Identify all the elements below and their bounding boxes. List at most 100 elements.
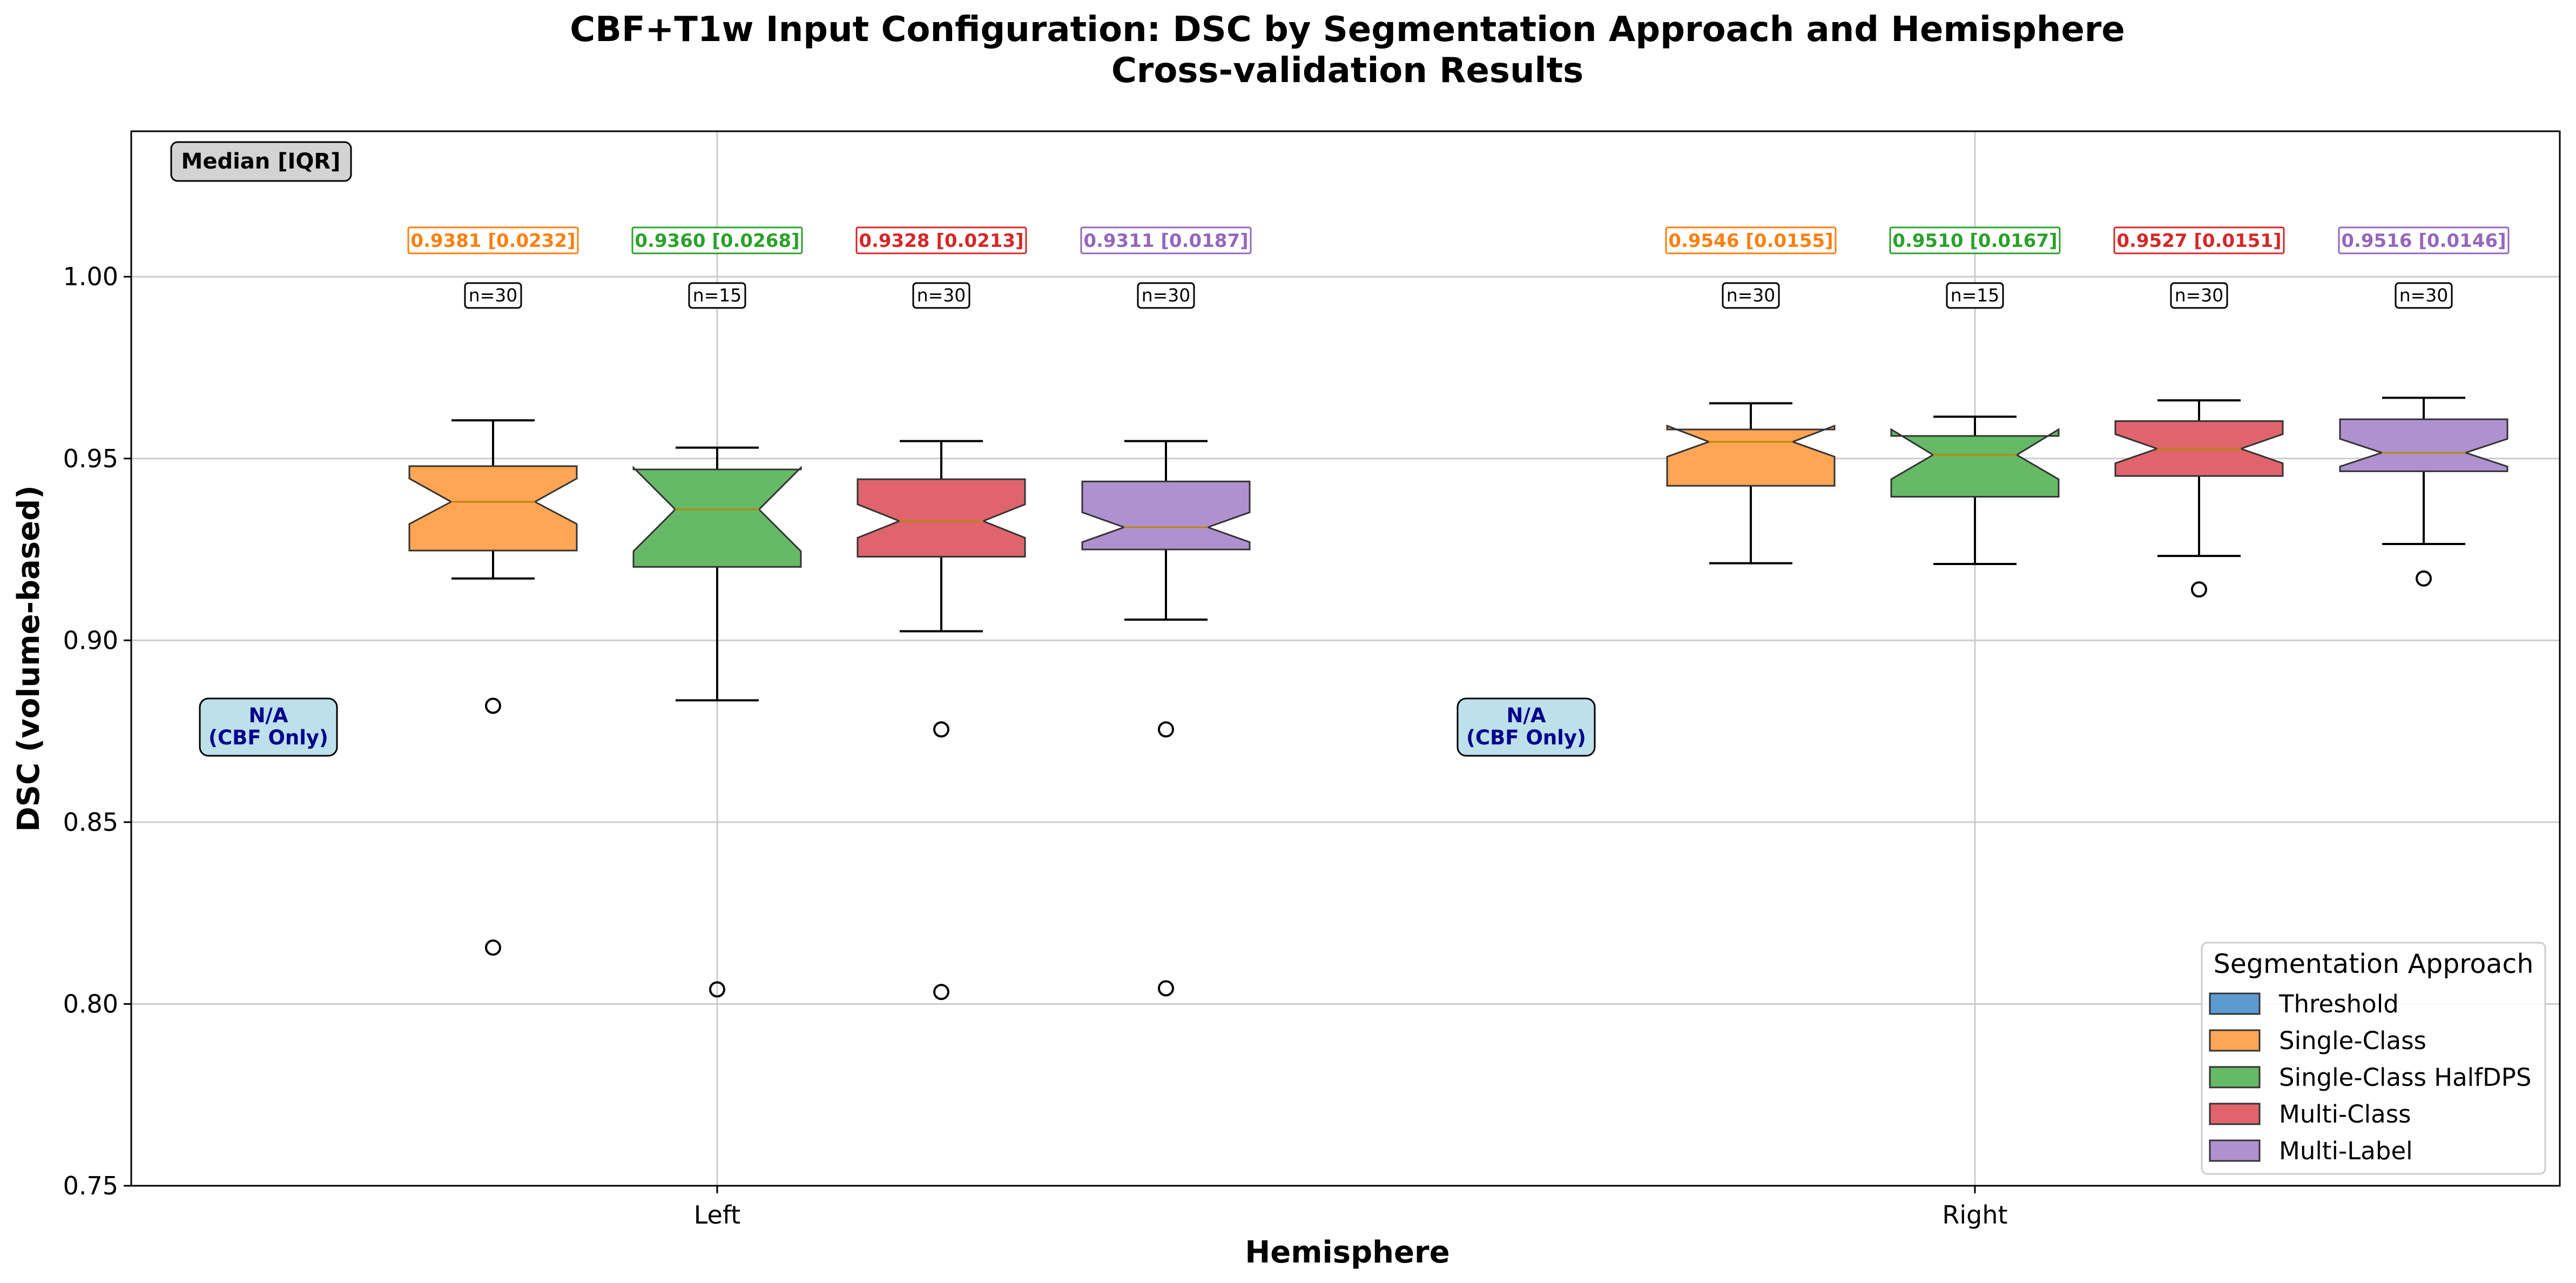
- legend-swatch: [2209, 1029, 2261, 1052]
- outlier-point: [485, 939, 501, 956]
- annotations: N/A(CBF Only)N/A(CBF Only)0.9381 [0.0232…: [199, 226, 2510, 757]
- sample-size-box: [2170, 282, 2228, 309]
- median-iqr-text: 0.9546 [0.0155]: [1668, 230, 1833, 252]
- box-group: [408, 419, 578, 956]
- x-tick-label: Left: [694, 1200, 741, 1230]
- y-tick-label: 0.75: [63, 1171, 118, 1200]
- legend-swatch: [2209, 1066, 2261, 1089]
- box-group: [2339, 397, 2508, 587]
- sample-size-text: n=30: [469, 285, 518, 306]
- sample-size-text: n=30: [1727, 285, 1776, 306]
- median-iqr-text: 0.9360 [0.0268]: [635, 230, 799, 252]
- box-group: [1890, 415, 2060, 565]
- median-iqr-label: 0.9311 [0.0187]: [1080, 226, 1252, 254]
- box-body: [857, 478, 1026, 558]
- sample-size-text: n=15: [693, 285, 742, 306]
- median-iqr-label: 0.9546 [0.0155]: [1665, 226, 1837, 254]
- sample-size-box: [464, 282, 522, 309]
- chart-subtitle: Cross-validation Results: [1111, 51, 1583, 91]
- median-iqr-box: [1665, 226, 1837, 254]
- median-iqr-text: 0.9510 [0.0167]: [1892, 230, 2057, 252]
- y-tick-label: 1.00: [63, 262, 118, 291]
- na-label-line2: (CBF Only): [1466, 726, 1586, 749]
- median-iqr-text: 0.9328 [0.0213]: [859, 230, 1023, 252]
- sample-size-text: n=30: [2175, 285, 2224, 306]
- sample-size-box: [2395, 282, 2453, 309]
- sample-size-label: n=30: [464, 282, 522, 309]
- x-axis-label: Hemisphere: [1245, 1235, 1449, 1270]
- median-iqr-label: 0.9510 [0.0167]: [1889, 226, 2061, 254]
- legend-swatch: [2209, 1139, 2261, 1162]
- sample-size-label: n=30: [1722, 282, 1780, 309]
- sample-size-box: [688, 282, 746, 309]
- sample-size-box: [1946, 282, 2004, 309]
- na-label-box: [199, 697, 338, 757]
- outlier-point: [1158, 721, 1174, 738]
- x-tick-label: Right: [1942, 1200, 2007, 1230]
- box-group: [632, 446, 802, 998]
- outlier-point: [933, 721, 949, 738]
- x-axis: Left Right: [694, 1186, 2008, 1230]
- median-iqr-label: 0.9516 [0.0146]: [2338, 226, 2510, 254]
- median-iqr-box: [407, 226, 579, 254]
- na-label-box: [1456, 697, 1596, 757]
- outlier-point: [485, 697, 501, 714]
- sample-size-label: n=30: [912, 282, 970, 309]
- sample-size-box: [912, 282, 970, 309]
- legend-entry-label: Multi-Label: [2279, 1137, 2413, 1165]
- box-body: [1890, 428, 2060, 498]
- y-tick-label: 0.95: [63, 444, 118, 473]
- median-iqr-text: 0.9311 [0.0187]: [1083, 230, 1248, 252]
- na-label: N/A(CBF Only): [199, 697, 338, 757]
- median-iqr-box: [855, 226, 1027, 254]
- median-iqr-box: [1080, 226, 1252, 254]
- y-axis: 0.75 0.80 0.85 0.90 0.95 1.00: [63, 262, 131, 1200]
- legend-title: Segmentation Approach: [2214, 949, 2534, 979]
- legend-entry-label: Single-Class: [2279, 1026, 2426, 1055]
- outlier-point: [709, 981, 725, 998]
- outlier-point: [1158, 980, 1174, 997]
- sample-size-text: n=30: [1142, 285, 1191, 306]
- box-group: [2114, 399, 2284, 598]
- chart-title: CBF+T1w Input Configuration: DSC by Segm…: [570, 10, 2125, 50]
- median-iqr-box: [2338, 226, 2510, 254]
- y-tick-label: 0.85: [63, 808, 118, 837]
- box-group: [857, 440, 1026, 1000]
- y-axis-label: DSC (volume-based): [11, 485, 46, 831]
- sample-size-label: n=30: [2170, 282, 2228, 309]
- na-label-line1: N/A: [248, 704, 288, 727]
- legend-swatch: [2209, 992, 2261, 1015]
- median-iqr-box: [631, 226, 803, 254]
- outlier-point: [2416, 570, 2432, 587]
- sample-size-text: n=30: [917, 285, 966, 306]
- sample-size-label: n=15: [1946, 282, 2004, 309]
- y-tick-label: 0.90: [63, 626, 118, 655]
- legend-entry-label: Single-Class HalfDPS: [2279, 1063, 2531, 1092]
- stats-legend-box: Median [IQR]: [170, 141, 352, 182]
- plot-area-frame: [130, 130, 2561, 1187]
- median-iqr-label: 0.9360 [0.0268]: [631, 226, 803, 254]
- box-body: [408, 465, 578, 552]
- box-body: [1081, 480, 1251, 550]
- box-plots: [408, 397, 2508, 1000]
- stats-legend-label: Median [IQR]: [181, 149, 341, 174]
- legend-entry-label: Multi-Class: [2279, 1100, 2411, 1128]
- na-label: N/A(CBF Only): [1456, 697, 1596, 757]
- median-iqr-label: 0.9328 [0.0213]: [855, 226, 1027, 254]
- median-iqr-box: [1889, 226, 2061, 254]
- median-iqr-text: 0.9516 [0.0146]: [2341, 230, 2506, 252]
- box-body: [2339, 418, 2508, 472]
- legend-entry-label: Threshold: [2278, 990, 2399, 1018]
- sample-size-text: n=15: [1951, 285, 2000, 306]
- legend: Segmentation Approach Threshold Single-Cla…: [2201, 942, 2546, 1175]
- median-iqr-text: 0.9527 [0.0151]: [2116, 230, 2281, 252]
- sample-size-label: n=30: [2395, 282, 2453, 309]
- outlier-point: [2191, 581, 2207, 598]
- legend-swatch: [2209, 1103, 2261, 1125]
- median-iqr-label: 0.9527 [0.0151]: [2113, 226, 2285, 254]
- box-body: [632, 466, 802, 568]
- sample-size-text: n=30: [2399, 285, 2449, 306]
- median-iqr-label: 0.9381 [0.0232]: [407, 226, 579, 254]
